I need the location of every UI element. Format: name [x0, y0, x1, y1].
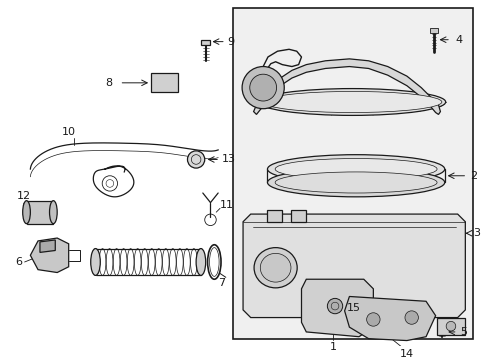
Polygon shape — [243, 214, 465, 318]
Polygon shape — [266, 210, 282, 222]
Text: 11: 11 — [220, 199, 234, 210]
Text: 1: 1 — [329, 342, 336, 351]
Polygon shape — [30, 238, 68, 273]
Polygon shape — [201, 40, 210, 45]
Ellipse shape — [22, 201, 30, 224]
Circle shape — [404, 311, 418, 324]
Ellipse shape — [254, 248, 297, 288]
Polygon shape — [26, 201, 53, 224]
Circle shape — [445, 321, 455, 331]
Bar — [232, 8, 472, 339]
Ellipse shape — [262, 91, 441, 113]
Text: 6: 6 — [15, 257, 22, 267]
Polygon shape — [290, 210, 305, 222]
Ellipse shape — [196, 248, 205, 275]
Polygon shape — [253, 59, 440, 114]
Ellipse shape — [267, 155, 444, 184]
Text: 14: 14 — [399, 349, 413, 359]
Ellipse shape — [260, 253, 290, 282]
Text: 9: 9 — [227, 37, 234, 47]
Ellipse shape — [91, 248, 100, 275]
Text: 10: 10 — [62, 127, 76, 138]
Circle shape — [366, 313, 379, 326]
Text: 12: 12 — [17, 191, 31, 201]
Polygon shape — [436, 318, 465, 335]
Ellipse shape — [267, 168, 444, 197]
Text: 8: 8 — [105, 78, 113, 88]
Circle shape — [187, 151, 204, 168]
Bar — [429, 28, 437, 33]
Polygon shape — [151, 73, 178, 93]
Text: 15: 15 — [346, 303, 360, 313]
Circle shape — [242, 67, 284, 109]
Polygon shape — [40, 240, 55, 252]
Polygon shape — [344, 297, 435, 341]
Polygon shape — [301, 279, 373, 337]
Circle shape — [249, 74, 276, 101]
Ellipse shape — [275, 158, 436, 180]
Text: 13: 13 — [222, 154, 236, 165]
Text: 3: 3 — [472, 228, 479, 238]
Text: 5: 5 — [460, 327, 467, 337]
Text: 7: 7 — [218, 278, 225, 288]
Circle shape — [326, 298, 342, 314]
Ellipse shape — [49, 201, 57, 224]
Ellipse shape — [258, 89, 445, 116]
Text: 4: 4 — [455, 35, 462, 45]
Ellipse shape — [275, 172, 436, 193]
Text: 2: 2 — [469, 171, 476, 181]
